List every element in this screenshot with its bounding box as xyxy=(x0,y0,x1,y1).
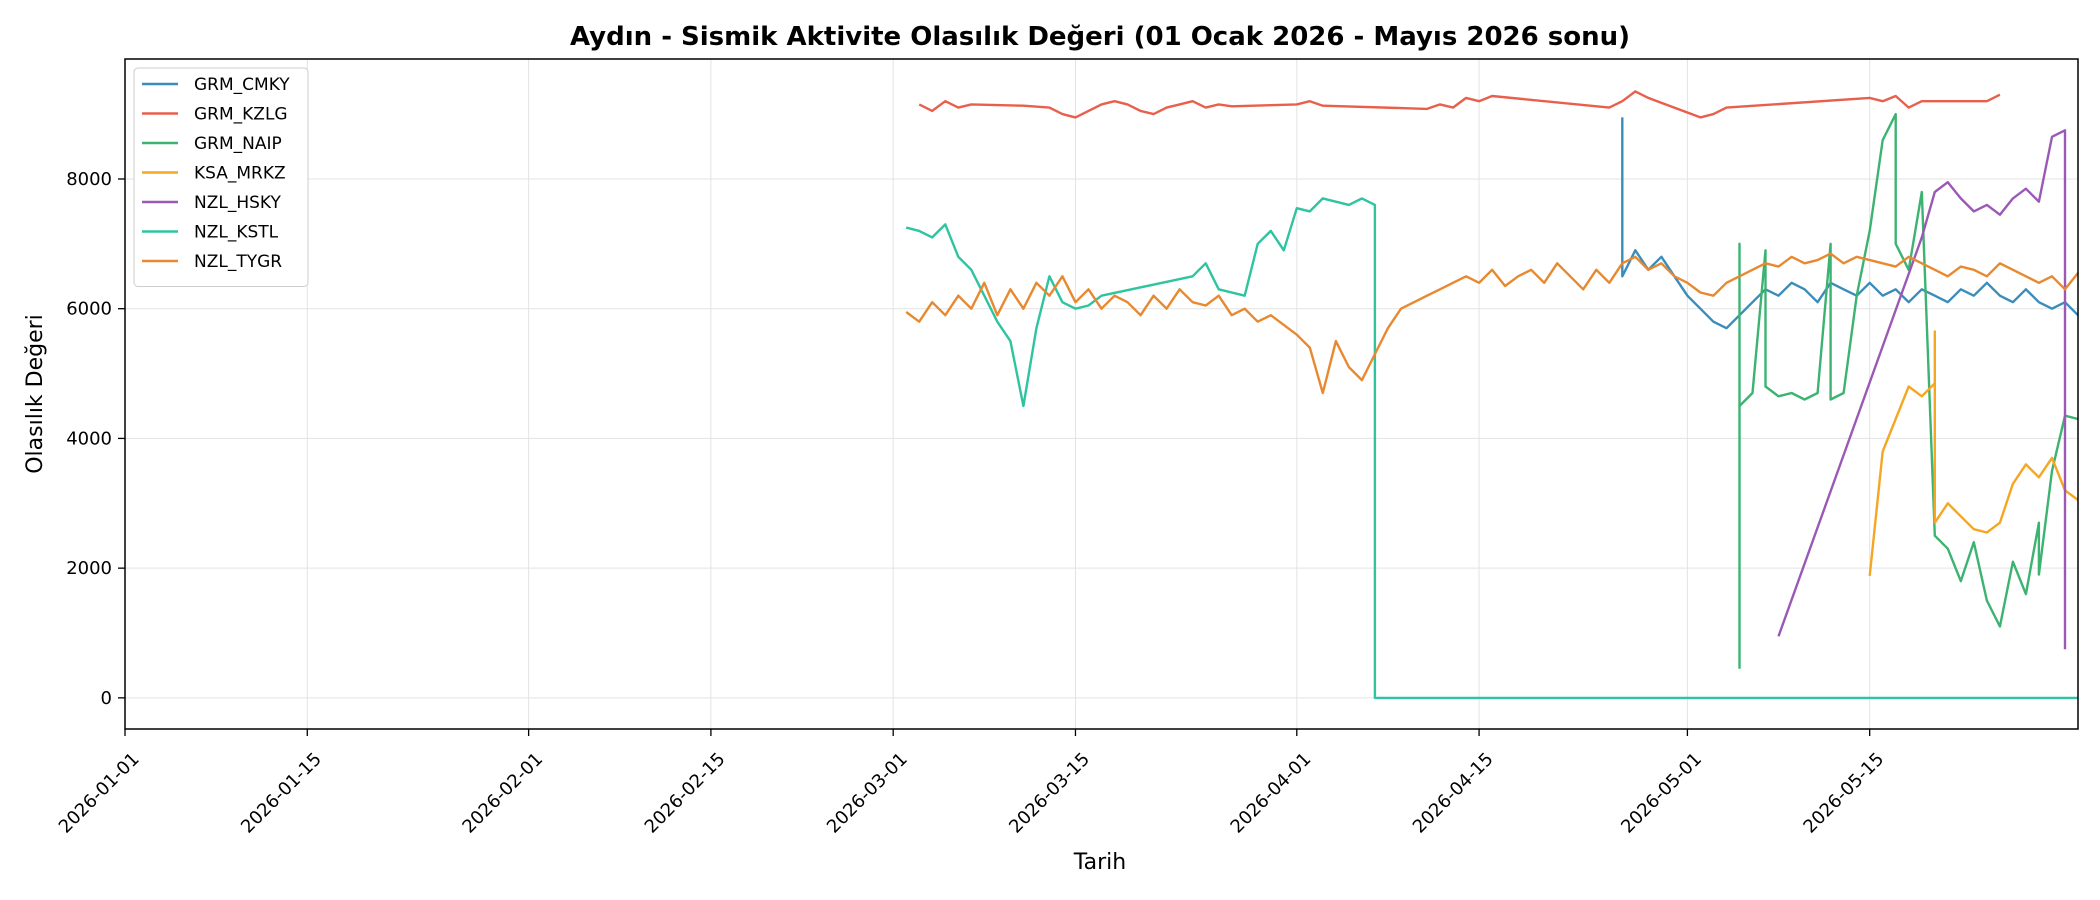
y-tick-label: 8000 xyxy=(66,169,112,190)
legend-label: GRM_NAIP xyxy=(194,134,282,154)
y-tick-label: 0 xyxy=(101,688,112,709)
chart-title: Aydın - Sismik Aktivite Olasılık Değeri … xyxy=(570,22,1630,52)
legend-label: NZL_HSKY xyxy=(194,193,281,213)
y-tick-label: 6000 xyxy=(66,299,112,320)
series-line-grm-naip xyxy=(1738,112,2079,669)
series-line-grm-kzlg xyxy=(918,90,2001,119)
legend-label: GRM_KZLG xyxy=(194,105,288,125)
series-line-nzl-tygr xyxy=(905,252,2079,395)
series-line-nzl-kstl xyxy=(905,197,2078,700)
legend-label: GRM_CMKY xyxy=(194,75,290,95)
x-axis-label: Tarih xyxy=(1073,850,1126,875)
series-line-grm-cmky xyxy=(1621,117,2079,330)
series-line-ksa-mrkz xyxy=(1868,330,2079,577)
legend-label: NZL_KSTL xyxy=(194,223,279,243)
legend-label: KSA_MRKZ xyxy=(194,164,286,184)
series-line-nzl-hsky xyxy=(1777,129,2067,650)
y-tick-label: 2000 xyxy=(66,558,112,579)
y-axis-label: Olasılık Değeri xyxy=(23,314,48,474)
legend: GRM_CMKY GRM_KZLG GRM_NAIP KSA_MRKZ NZL_HSKY… xyxy=(133,67,309,287)
plot-frame xyxy=(124,58,2079,730)
y-axis-ticks: 0 2000 4000 6000 8000 xyxy=(66,169,125,709)
legend-label: NZL_TYGR xyxy=(194,252,282,272)
series-lines xyxy=(905,90,2079,700)
y-tick-label: 4000 xyxy=(66,428,112,449)
